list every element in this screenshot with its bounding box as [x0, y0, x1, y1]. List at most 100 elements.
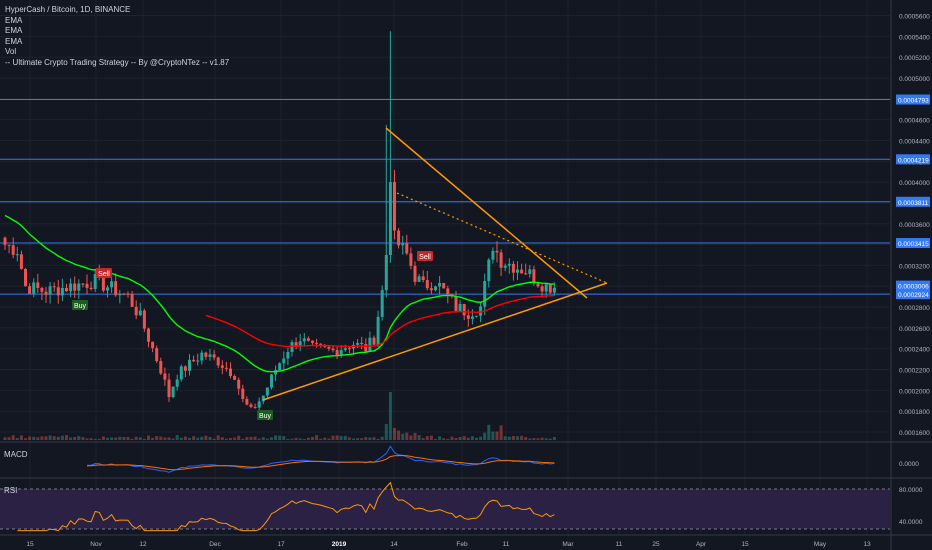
volume-bar	[282, 435, 286, 440]
volume-bar	[151, 437, 155, 440]
volume-bar	[270, 437, 273, 440]
candle-body	[405, 243, 409, 254]
candle-body	[475, 315, 478, 317]
legend-title: HyperCash / Bitcoin, 1D, BINANCE	[5, 5, 131, 14]
level-tag	[896, 196, 930, 207]
volume-bar	[417, 435, 421, 440]
candle-body	[495, 250, 499, 253]
volume-bar	[286, 438, 290, 440]
candle-body	[384, 254, 388, 291]
trendlines	[262, 127, 608, 401]
volume-bar	[540, 437, 544, 440]
time-tick-label: 15	[741, 541, 749, 548]
level-tag	[896, 94, 930, 105]
legend-ema-1[interactable]: EMA	[5, 15, 23, 25]
volume-bar	[507, 436, 511, 440]
candle-body	[520, 269, 524, 274]
volume-bar	[85, 438, 89, 440]
candle-body	[265, 387, 269, 396]
candle-body	[401, 243, 405, 246]
time-tick-label: Nov	[90, 541, 102, 548]
rsi-tick-label: 80.0000	[899, 487, 923, 494]
volume-bar	[32, 436, 36, 440]
volume-bar	[122, 437, 126, 440]
volume-bar	[229, 438, 232, 440]
volume-bar	[110, 437, 114, 440]
candle-body	[40, 287, 44, 292]
volume-bar	[52, 436, 56, 440]
volume-bar	[405, 432, 409, 440]
volume-bar	[479, 436, 483, 440]
volume-bar	[552, 436, 556, 440]
price-tick-label: 0.0002000	[899, 388, 930, 395]
volume-bar	[40, 436, 44, 440]
legend-volume[interactable]: Vol	[5, 47, 17, 56]
price-tick-label: 0.0003200	[899, 263, 930, 270]
volume-bar	[220, 437, 224, 440]
candle-body	[93, 274, 97, 290]
candle-body	[470, 316, 474, 319]
volume-bar	[138, 437, 142, 440]
price-axis: 0.0005600 0.0005400 0.0005200 0.0005000 0.00…	[896, 14, 930, 526]
volume-bar	[536, 438, 540, 440]
volume-bar	[73, 436, 77, 440]
candle-body	[19, 254, 23, 269]
volume-bar	[388, 392, 392, 440]
volume-bar	[511, 435, 515, 440]
macd-signal-line	[86, 454, 555, 471]
candle-body	[270, 374, 273, 388]
volume-bar	[188, 437, 191, 440]
volume-bar	[425, 436, 429, 440]
candle-body	[409, 253, 413, 266]
candle-body	[28, 286, 32, 294]
volume-bar	[520, 435, 524, 440]
volume-bar	[69, 437, 73, 440]
volume-bar	[327, 438, 331, 440]
legend-ema-3[interactable]: EMA	[5, 36, 23, 46]
legend-ema-2[interactable]: EMA	[5, 26, 23, 35]
level-tag-label: 0.0004219	[898, 157, 929, 164]
volume-bar	[163, 437, 167, 440]
price-tick-label: 0.0003600	[899, 222, 930, 229]
volume-bar	[516, 436, 519, 440]
volume-bar	[179, 437, 183, 440]
candle-body	[311, 340, 314, 343]
volume-bar	[175, 435, 179, 440]
candle-body	[101, 275, 105, 291]
candle-body	[347, 348, 351, 350]
rsi-tick-label: 40.0000	[899, 519, 923, 526]
candle-body	[171, 386, 175, 398]
volume-bar	[48, 435, 52, 440]
candle-body	[48, 286, 52, 295]
volume-bar	[3, 437, 7, 440]
candle-body	[245, 398, 249, 405]
volume-bar	[397, 430, 401, 440]
price-tick-label: 0.0002200	[899, 368, 930, 375]
volume-bar	[462, 436, 466, 440]
candle-body	[503, 265, 507, 268]
volume-bar	[65, 435, 68, 440]
candle-body	[212, 354, 216, 358]
volume-bar	[208, 436, 212, 440]
candle-body	[36, 282, 40, 288]
volume-bar	[528, 438, 532, 440]
time-tick-label: Dec	[209, 541, 221, 548]
volume-bar	[147, 435, 150, 440]
legend-strategy[interactable]: -- Ultimate Crypto Trading Strategy -- B…	[5, 57, 230, 67]
candle-body	[376, 316, 380, 345]
candle-body	[159, 361, 163, 374]
candle-body	[294, 342, 298, 347]
volume-bar	[192, 436, 196, 440]
candle-body	[372, 337, 376, 345]
last-price-tag	[896, 280, 930, 291]
rsi-band	[0, 489, 890, 529]
candle-body	[85, 283, 89, 288]
time-tick-label: 13	[863, 541, 871, 548]
candle-body	[7, 244, 11, 246]
volume-bar	[470, 436, 474, 440]
candle-body	[32, 282, 36, 294]
candle-body	[339, 350, 343, 356]
rsi-label: RSI	[4, 486, 18, 495]
